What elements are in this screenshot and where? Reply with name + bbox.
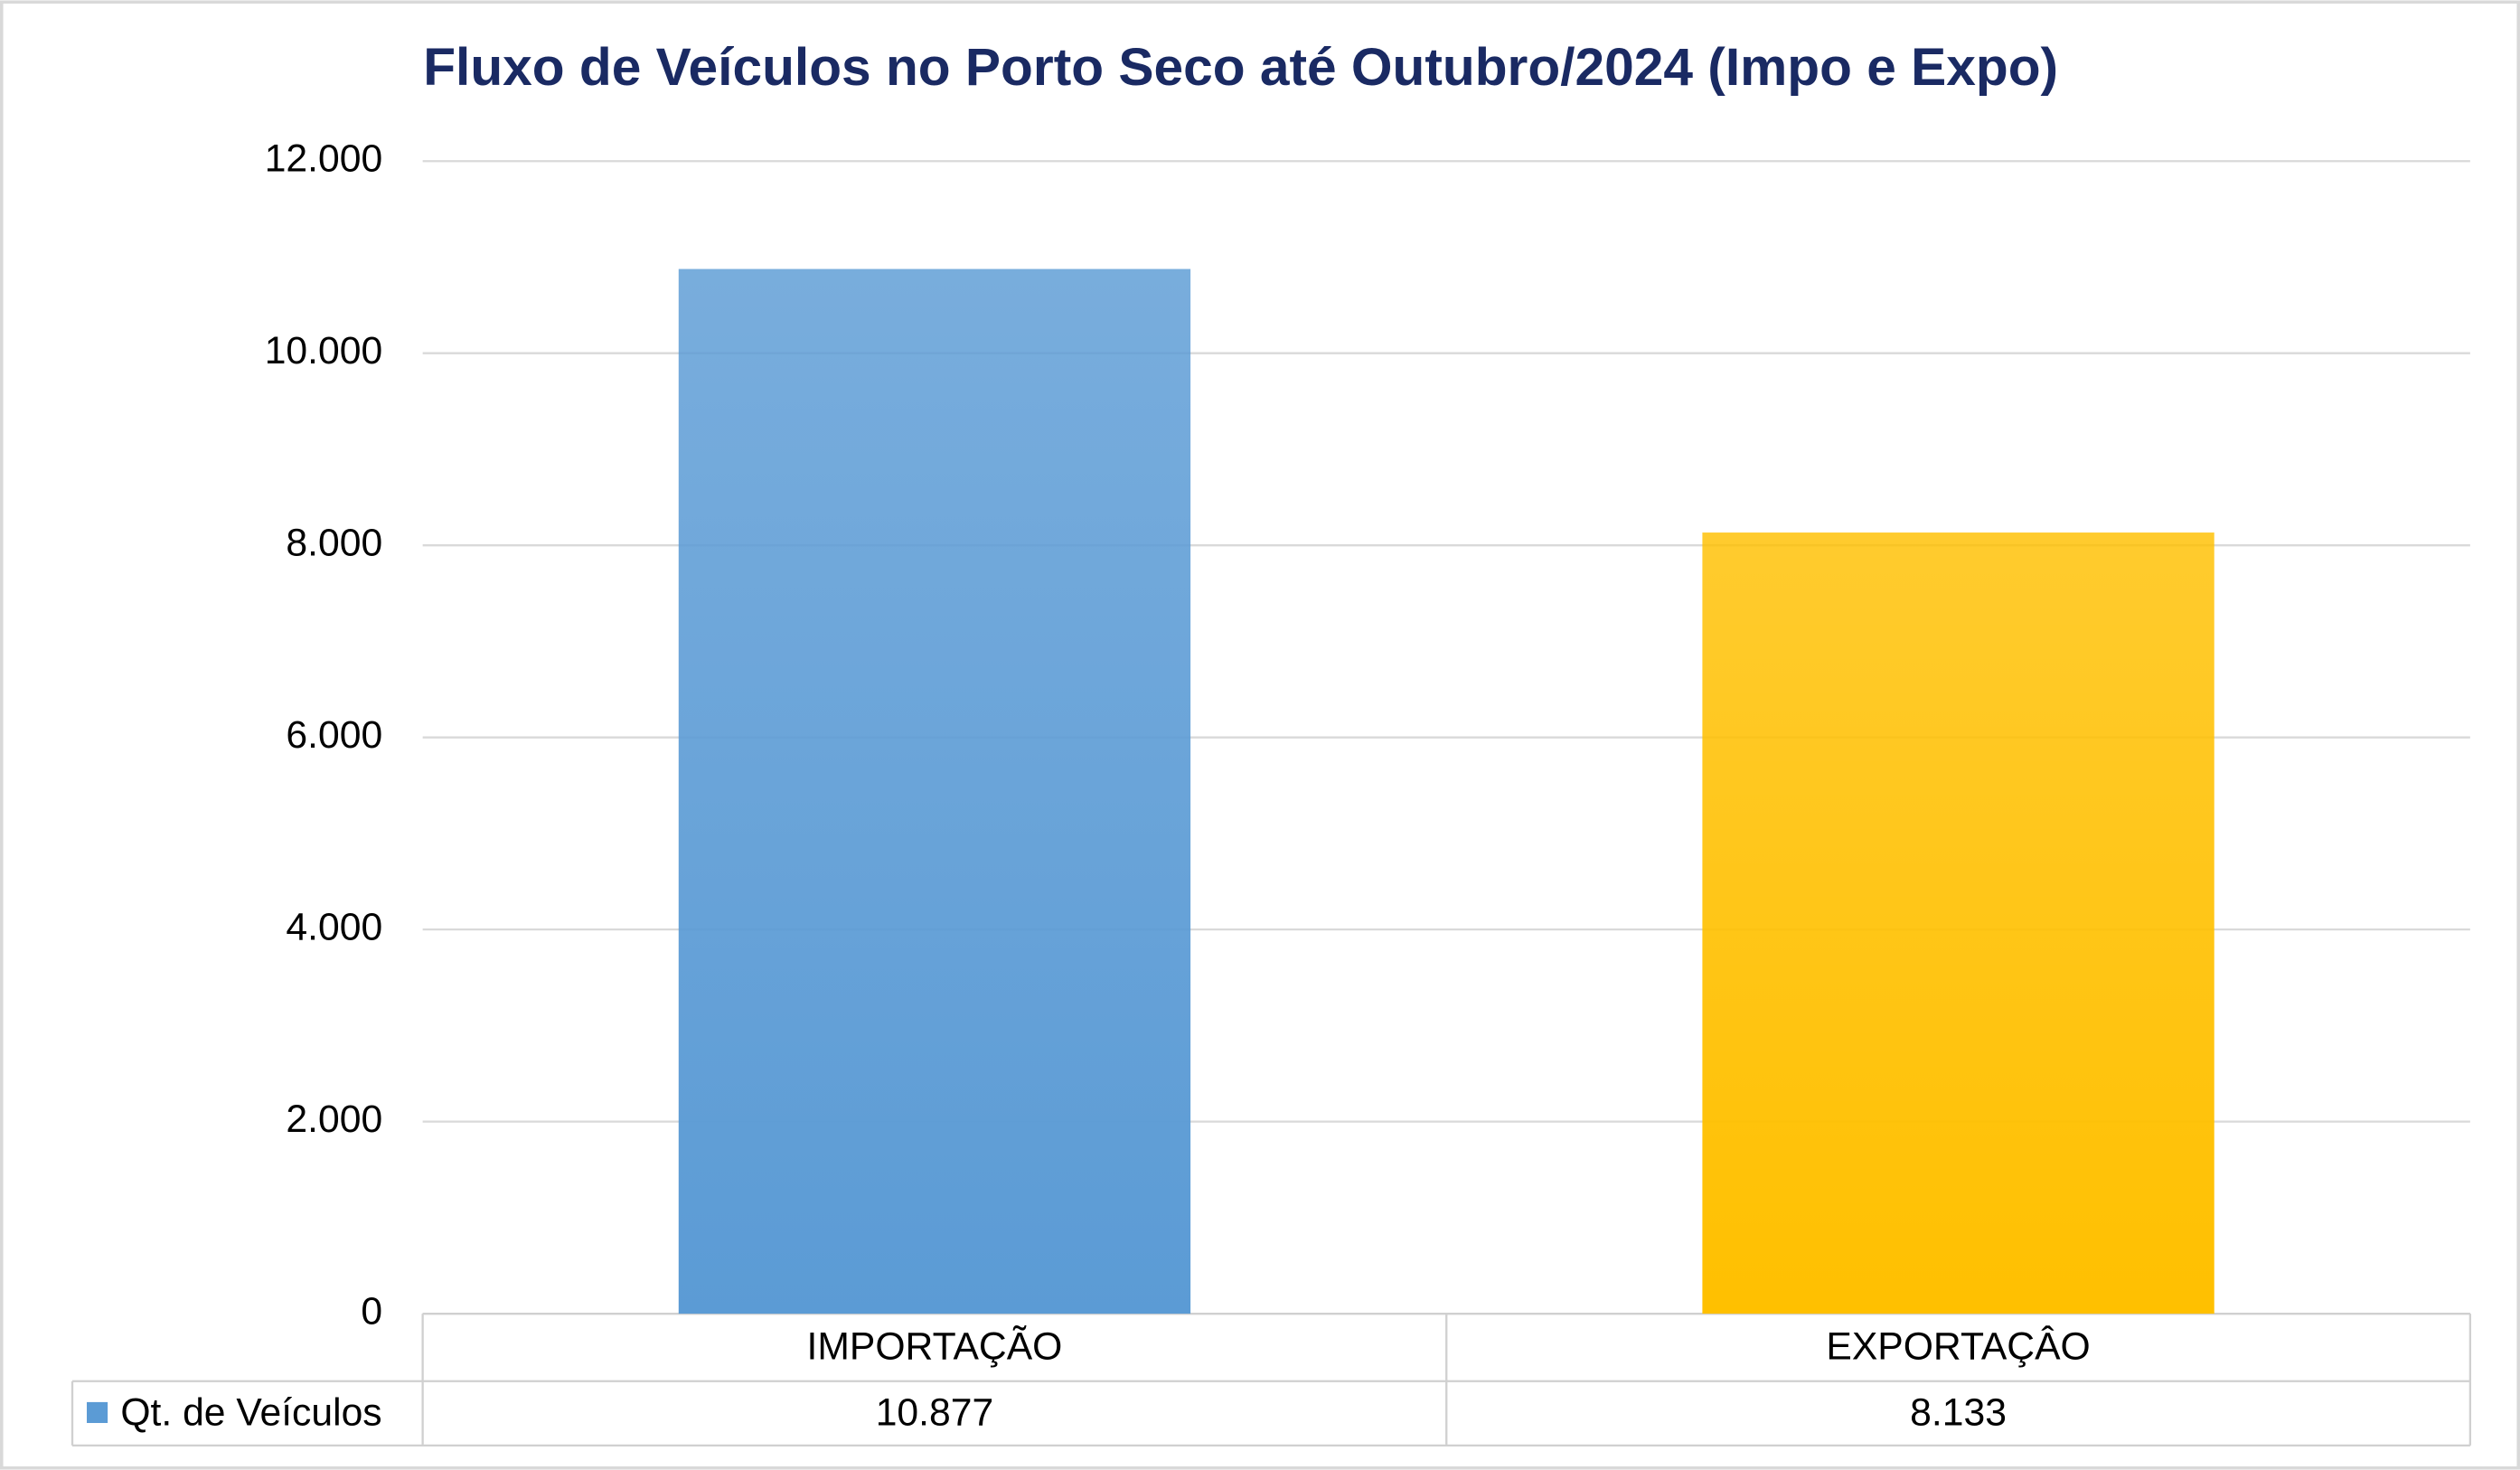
bar <box>1702 532 2214 1315</box>
legend-key <box>87 1401 108 1424</box>
bar <box>678 269 1191 1315</box>
x-tick-label: EXPORTAÇÂO <box>1826 1324 2090 1368</box>
y-tick-label: 8.000 <box>286 521 382 564</box>
x-tick-label: IMPORTAÇÃO <box>807 1324 1063 1368</box>
legend-label: Qt. de Veículos <box>120 1390 381 1434</box>
value-label: 10.877 <box>876 1390 993 1434</box>
y-tick-label: 6.000 <box>286 713 382 757</box>
chart-title: Fluxo de Veículos no Porto Seco até Outu… <box>423 38 2058 97</box>
y-tick-label: 2.000 <box>286 1098 382 1141</box>
y-tick-label: 12.000 <box>265 137 382 180</box>
y-tick-label: 10.000 <box>265 329 382 372</box>
y-tick-label: 0 <box>361 1289 382 1333</box>
y-tick-label: 4.000 <box>286 905 382 948</box>
value-label: 8.133 <box>1910 1390 2007 1434</box>
